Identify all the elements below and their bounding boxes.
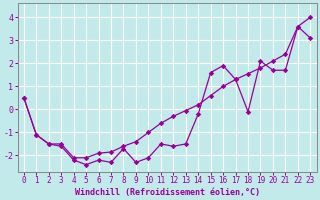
X-axis label: Windchill (Refroidissement éolien,°C): Windchill (Refroidissement éolien,°C) xyxy=(75,188,260,197)
